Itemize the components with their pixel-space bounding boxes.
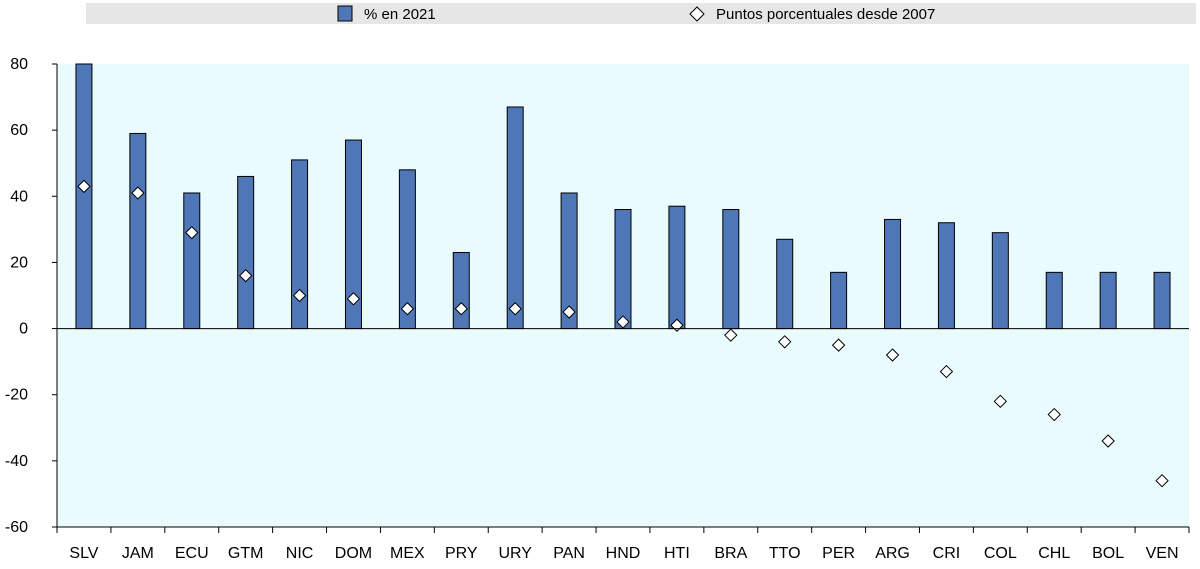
- bar: [75, 63, 93, 330]
- x-tick-label: CRI: [933, 545, 961, 562]
- legend-diamond-marker: [689, 6, 705, 22]
- x-tick-label: PER: [822, 545, 855, 562]
- legend-background: [86, 3, 1196, 24]
- legend-label-diamonds: Puntos porcentuales desde 2007: [716, 6, 935, 23]
- y-tick-label: -20: [5, 387, 28, 404]
- diamond-marker: [454, 302, 468, 316]
- diamond-marker: [131, 186, 145, 200]
- x-tick-label: NIC: [286, 545, 314, 562]
- diamond-marker: [238, 268, 253, 283]
- legend-label-bars: % en 2021: [364, 6, 436, 23]
- bar: [884, 218, 902, 330]
- bar: [722, 209, 740, 330]
- y-tick-label: 20: [10, 254, 28, 271]
- diamond-marker: [1155, 473, 1169, 488]
- diamond-marker: [939, 364, 954, 379]
- bar: [506, 106, 524, 330]
- bar: [614, 209, 632, 330]
- diamond-marker: [185, 225, 199, 240]
- diamond-marker: [616, 315, 630, 329]
- x-tick-label: ECU: [175, 545, 209, 562]
- x-tick-label: GTM: [228, 545, 264, 562]
- x-tick-label: BRA: [714, 545, 747, 562]
- bar: [937, 222, 955, 330]
- diamond-marker: [993, 394, 1008, 409]
- bar: [1045, 271, 1063, 330]
- diamond-marker: [508, 302, 522, 316]
- x-tick-label: PRY: [445, 545, 478, 562]
- x-tick-label: JAM: [122, 545, 154, 562]
- diamond-marker: [562, 305, 576, 319]
- x-tick-label: HND: [606, 545, 641, 562]
- diamond-marker: [724, 328, 738, 342]
- x-tick-label: BOL: [1092, 545, 1124, 562]
- x-tick-label: SLV: [69, 545, 98, 562]
- bar: [668, 205, 686, 330]
- x-tick-label: HTI: [664, 545, 690, 562]
- y-tick-label: 80: [10, 56, 28, 73]
- diamond-marker: [885, 348, 900, 362]
- y-tick-label: -40: [5, 453, 28, 470]
- bar: [1099, 271, 1117, 330]
- diamond-series: [77, 179, 1169, 488]
- bar: [830, 271, 848, 330]
- x-tick-label: VEN: [1146, 545, 1179, 562]
- x-tick-label: PAN: [553, 545, 585, 562]
- diamond-marker: [77, 179, 91, 194]
- x-tick-label: DOM: [335, 545, 372, 562]
- diamond-marker: [400, 302, 415, 316]
- diamond-marker: [1101, 434, 1115, 448]
- x-tick-label: MEX: [390, 545, 425, 562]
- bar: [129, 132, 147, 330]
- bar: [776, 238, 794, 330]
- y-tick-label: 0: [19, 321, 28, 338]
- bar: [183, 192, 201, 330]
- bar: [991, 232, 1009, 330]
- bar: [291, 159, 309, 330]
- x-axis: SLV JAM ECU GTM NIC DOM MEX PRY URY PAN HND HTI BRA T…: [56, 527, 1190, 562]
- x-tick-label: COL: [984, 545, 1017, 562]
- diamond-marker: [831, 338, 846, 352]
- bar: [1153, 271, 1171, 330]
- bar: [237, 175, 255, 330]
- y-axis: 80 60 40 20 0 -20 -40 -60: [5, 56, 57, 536]
- x-tick-label: ARG: [875, 545, 910, 562]
- y-tick-label: 60: [10, 122, 28, 139]
- diamond-marker: [778, 335, 792, 349]
- y-tick-label: -60: [5, 519, 28, 536]
- diamond-marker: [1047, 407, 1061, 422]
- diamond-marker: [292, 288, 307, 303]
- bar: [452, 252, 470, 330]
- x-tick-label: CHL: [1038, 545, 1070, 562]
- legend-bar-swatch: [337, 5, 353, 22]
- diamond-marker: [346, 292, 361, 306]
- x-tick-label: URY: [498, 545, 532, 562]
- x-tick-label: TTO: [769, 545, 801, 562]
- y-tick-label: 40: [10, 188, 28, 205]
